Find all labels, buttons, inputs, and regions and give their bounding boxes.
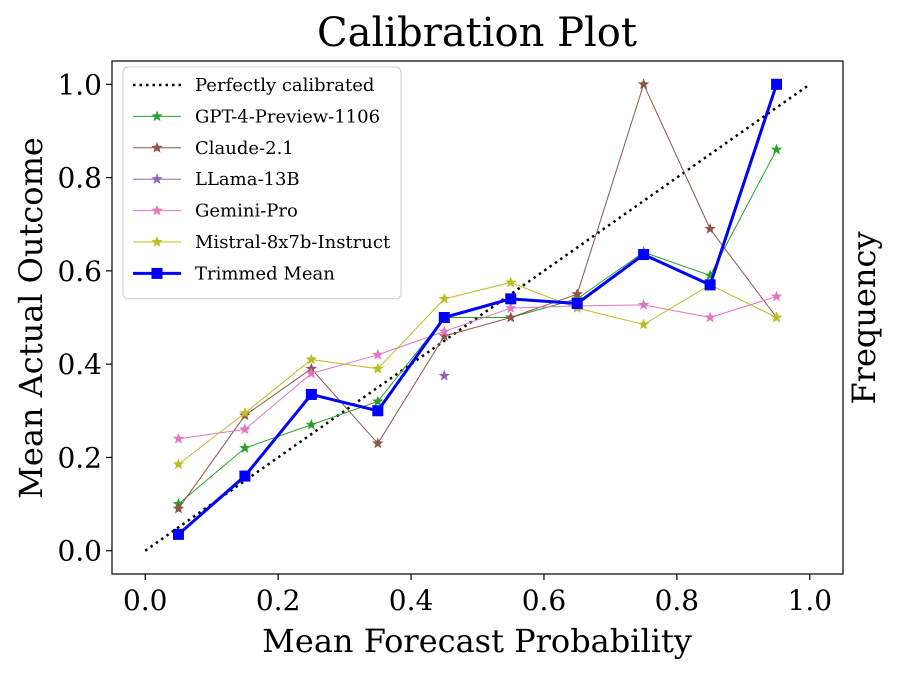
series-line: [178, 83, 777, 510]
legend-label: Mistral-8x7b-Instruct: [195, 232, 391, 253]
data-point: [438, 325, 450, 337]
data-point: [638, 249, 650, 261]
data-point: [239, 423, 251, 435]
data-point: [372, 395, 384, 407]
y-tick-label: 1.0: [57, 68, 102, 101]
data-point: [239, 442, 251, 453]
data-point: [637, 318, 650, 330]
data-point: [239, 407, 251, 418]
data-point: [771, 78, 783, 90]
data-point: [704, 279, 716, 291]
data-point: [637, 298, 650, 310]
legend-label: Trimmed Mean: [195, 263, 335, 284]
data-point: [438, 312, 450, 323]
chart-title: Calibration Plot: [317, 10, 637, 56]
data-point: [305, 388, 317, 400]
data-point: [704, 311, 716, 323]
data-point: [770, 143, 783, 155]
data-point: [505, 302, 517, 314]
data-point: [172, 432, 185, 444]
series-line: [178, 296, 777, 440]
series-line: [177, 83, 778, 536]
x-tick-label: 0.6: [522, 584, 567, 617]
x-tick-label: 0.0: [123, 584, 168, 617]
data-point: [704, 269, 716, 281]
data-point: [438, 292, 450, 304]
x-tick-label: 1.0: [788, 584, 833, 617]
data-point: [305, 418, 318, 430]
data-point: [305, 353, 318, 365]
legend-label: Perfectly calibrated: [195, 75, 374, 96]
data-point: [172, 502, 185, 514]
legend-box: [122, 66, 402, 300]
x-tick-label: 0.8: [655, 584, 700, 617]
legend-item: Mistral-8x7b-Instruct: [133, 232, 391, 253]
x-tick-label: 0.4: [389, 584, 434, 617]
data-point: [505, 293, 517, 305]
legend-label: Claude-2.1: [195, 138, 294, 159]
series-gemini-pro: [172, 290, 783, 444]
plot-area: 0.0 0.2 0.4 0.6 0.8 1.0 0.0 0.2 0.4 0.6 0.8 1.0: [57, 60, 844, 617]
data-point: [372, 348, 384, 360]
data-point: [505, 276, 517, 288]
y-axis-label-right: Frequency: [845, 231, 883, 404]
legend-item: GPT-4-Preview-1106: [133, 106, 380, 127]
data-point: [438, 369, 450, 381]
data-point: [372, 437, 384, 449]
data-point: [172, 458, 185, 470]
legend-item: Claude-2.1: [133, 138, 294, 159]
series-perfectly-calibrated: [144, 83, 811, 552]
x-tick-label: 0.2: [256, 584, 301, 617]
data-point: [770, 311, 783, 323]
series-line: [178, 282, 777, 465]
legend-swatch-marker: [151, 110, 163, 122]
data-point: [505, 311, 517, 323]
data-point: [305, 367, 318, 379]
legend-label: GPT-4-Preview-1106: [195, 106, 380, 127]
data-point: [438, 330, 450, 342]
x-axis-label: Mean Forecast Probability: [262, 622, 692, 660]
y-tick-label: 0.8: [57, 162, 102, 195]
y-tick-label: 0.4: [57, 348, 102, 381]
legend-swatch-marker: [151, 141, 163, 153]
legend-swatch-marker: [151, 267, 163, 279]
data-point: [770, 290, 783, 302]
data-point: [239, 470, 251, 482]
series-line: [144, 83, 811, 552]
legend-item: Gemini-Pro: [133, 201, 298, 222]
legend-swatch-marker: [151, 236, 163, 247]
data-point: [372, 362, 384, 374]
legend-label: Gemini-Pro: [195, 201, 298, 222]
legend-swatch-marker: [151, 204, 163, 216]
legend: Perfectly calibrated GPT-4-Preview-1106 Cl…: [122, 66, 402, 300]
data-point: [172, 528, 184, 540]
y-tick-label: 0.6: [57, 255, 102, 288]
y-axis-label: Mean Actual Outcome: [12, 137, 50, 499]
y-tick-label: 0.0: [57, 535, 102, 568]
legend-swatch-marker: [151, 173, 163, 185]
series-mistral-8x7b-instruct: [172, 276, 783, 470]
y-tick-label: 0.2: [57, 441, 102, 474]
series-llama-13b: [438, 369, 450, 381]
legend-label: LLama-13B: [195, 169, 300, 190]
data-point: [372, 405, 384, 417]
data-point: [571, 298, 583, 310]
plot-frame: [111, 60, 844, 575]
legend-item: LLama-13B: [133, 169, 300, 190]
legend-item: Trimmed Mean: [133, 263, 335, 284]
legend-item: Perfectly calibrated: [133, 75, 374, 96]
data-point: [704, 222, 716, 234]
series-trimmed-mean: [172, 78, 783, 540]
data-point: [571, 288, 583, 300]
data-point: [637, 78, 650, 90]
